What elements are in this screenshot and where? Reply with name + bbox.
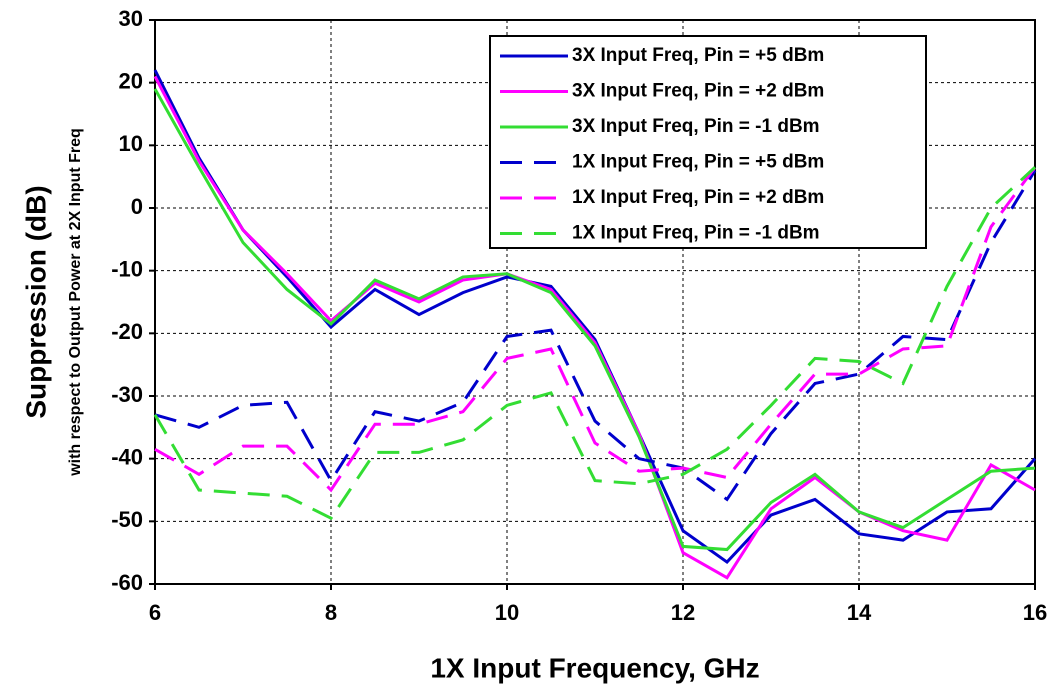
x-tick-label: 10 — [495, 600, 519, 625]
series-line — [154, 169, 1037, 502]
x-tick-label: 12 — [671, 600, 695, 625]
y-axis-label: Suppression (dB) — [20, 185, 51, 418]
series-line — [153, 88, 1036, 552]
y-tick-label: -40 — [111, 444, 143, 469]
series-line — [154, 166, 1037, 493]
legend-label: 1X Input Freq, Pin = +2 dBm — [572, 187, 824, 208]
plot-border — [154, 19, 1036, 585]
y-tick-label: -60 — [111, 570, 143, 595]
legend-box — [489, 35, 927, 249]
legend: 3X Input Freq, Pin = +5 dBm 3X Input Freq… — [489, 35, 927, 249]
legend-label: 1X Input Freq, Pin = +5 dBm — [572, 152, 824, 173]
y-tick-label: 20 — [119, 68, 143, 93]
x-tick-label: 6 — [149, 600, 161, 625]
y-tick-label: -30 — [111, 382, 143, 407]
x-axis-label: 1X Input Frequency, GHz — [430, 652, 759, 683]
y-tick-label: 0 — [131, 194, 143, 219]
legend-label: 3X Input Freq, Pin = -1 dBm — [572, 116, 820, 137]
x-tick-label: 14 — [847, 600, 872, 625]
y-tick-label: 30 — [119, 6, 143, 31]
series-line — [153, 166, 1037, 521]
series-line — [153, 75, 1036, 580]
x-tick-label: 16 — [1023, 600, 1047, 625]
y-tick-label: -20 — [111, 319, 143, 344]
x-tick-label: 8 — [325, 600, 337, 625]
legend-label: 3X Input Freq, Pin = +2 dBm — [572, 81, 824, 102]
y-tick-label: -50 — [111, 507, 143, 532]
legend-label: 1X Input Freq, Pin = -1 dBm — [572, 223, 820, 244]
y-tick-label: 10 — [119, 131, 143, 156]
y-axis-sublabel: with respect to Output Power at 2X Input… — [67, 128, 84, 477]
legend-label: 3X Input Freq, Pin = +5 dBm — [572, 45, 824, 66]
y-tick-label: -10 — [111, 256, 143, 281]
series-line — [153, 69, 1037, 565]
